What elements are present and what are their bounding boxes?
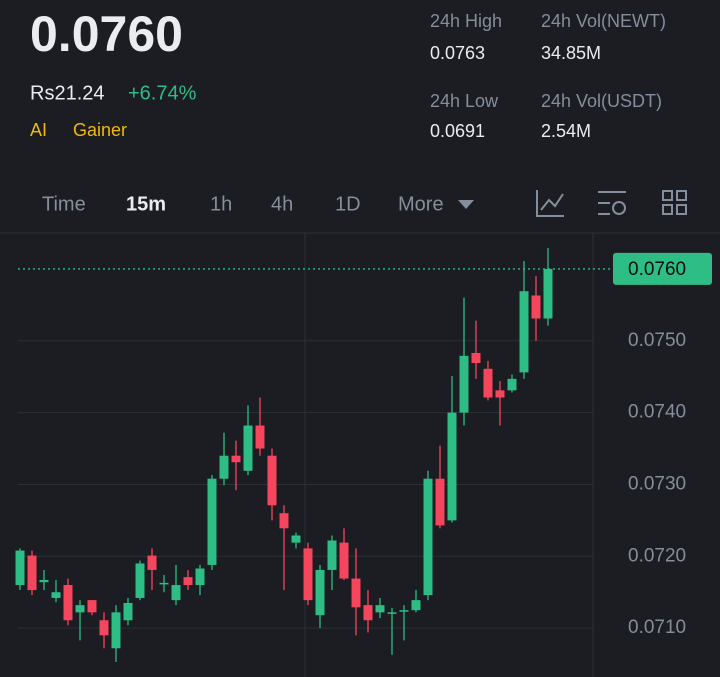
candle-body <box>471 352 481 364</box>
candle-body <box>339 542 349 579</box>
candle-body <box>231 455 241 463</box>
candle-body <box>171 585 181 601</box>
candle-body <box>111 612 121 649</box>
tag[interactable]: Gainer <box>73 120 127 140</box>
candle-body <box>207 478 217 565</box>
candle-body <box>39 580 49 583</box>
stat-label: 24h Vol(NEWT) <box>541 11 666 31</box>
stat-label: 24h High <box>430 11 502 31</box>
candle-body <box>411 600 421 611</box>
y-tick-label: 0.0750 <box>628 330 686 351</box>
candle-body <box>399 610 409 612</box>
y-tick-label: 0.0720 <box>628 545 686 566</box>
settings-icon[interactable] <box>598 191 626 215</box>
candle-body <box>135 563 145 598</box>
candle-body <box>279 513 289 529</box>
y-tick-label: 0.0730 <box>628 473 686 494</box>
dropdown-arrow <box>458 200 474 209</box>
fiat-price: Rs21.24 <box>30 82 105 104</box>
plot: 0.0750 0.0740 0.0730 0.0720 0.0710 0.0760 <box>15 248 712 662</box>
candle-body <box>219 455 229 479</box>
candle-body <box>447 412 457 521</box>
candle-body <box>63 585 73 621</box>
candle-body <box>435 478 445 526</box>
candle-body <box>267 455 277 506</box>
price-tag <box>613 252 712 285</box>
interval-tab[interactable]: 4h <box>271 193 293 215</box>
candle-body <box>51 592 61 598</box>
candle-body <box>327 540 337 570</box>
stat-label: 24h Low <box>430 91 499 111</box>
candle-body <box>459 355 469 413</box>
tag[interactable]: AI <box>30 120 47 140</box>
candle-body <box>291 535 301 543</box>
candle-body <box>195 568 205 586</box>
candle-body <box>99 620 109 636</box>
candle-body <box>147 555 157 570</box>
candle-body <box>123 603 133 621</box>
candle-body <box>75 605 85 613</box>
stat-value: 34.85M <box>541 43 601 63</box>
stat-value: 0.0763 <box>430 43 485 63</box>
candle-body <box>159 582 169 585</box>
candle-body <box>255 425 265 449</box>
candle-body <box>495 390 505 398</box>
candle-body <box>15 550 25 586</box>
candle-body <box>519 291 529 373</box>
candle-body <box>315 569 325 616</box>
interval-tab[interactable]: 1h <box>210 193 232 215</box>
y-tick-label: 0.0710 <box>628 617 686 638</box>
candle-body <box>387 612 397 614</box>
stat-value: 2.54M <box>541 121 591 141</box>
candle-body <box>351 578 361 608</box>
toolbar: Time 15m 1h 4h 1D More <box>42 193 444 215</box>
candle-body <box>483 368 493 398</box>
candle-body <box>87 600 97 613</box>
last-price: 0.0760 <box>30 6 183 62</box>
candle-body <box>507 378 517 391</box>
candle-body <box>243 425 253 471</box>
candle-body <box>183 577 193 586</box>
interval-tab[interactable]: Time <box>42 193 86 215</box>
indicator-icon[interactable] <box>536 190 564 217</box>
layout-icon[interactable] <box>662 190 687 215</box>
stat-value: 0.0691 <box>430 121 485 141</box>
candle-body <box>27 555 37 591</box>
interval-tab[interactable]: 1D <box>335 193 361 215</box>
price-change: +6.74% <box>128 82 197 104</box>
candle-body <box>423 478 433 596</box>
candle-body <box>303 548 313 601</box>
interval-tab[interactable]: More <box>398 193 444 215</box>
candle-body <box>363 605 373 621</box>
y-tick-label: 0.0740 <box>628 402 686 423</box>
stat-label: 24h Vol(USDT) <box>541 91 662 111</box>
price-tag-label: 0.0760 <box>628 259 686 280</box>
candle-body <box>543 268 553 319</box>
candle-body <box>531 295 541 319</box>
interval-tab[interactable]: 15m <box>126 193 166 215</box>
candle-body <box>375 605 385 613</box>
